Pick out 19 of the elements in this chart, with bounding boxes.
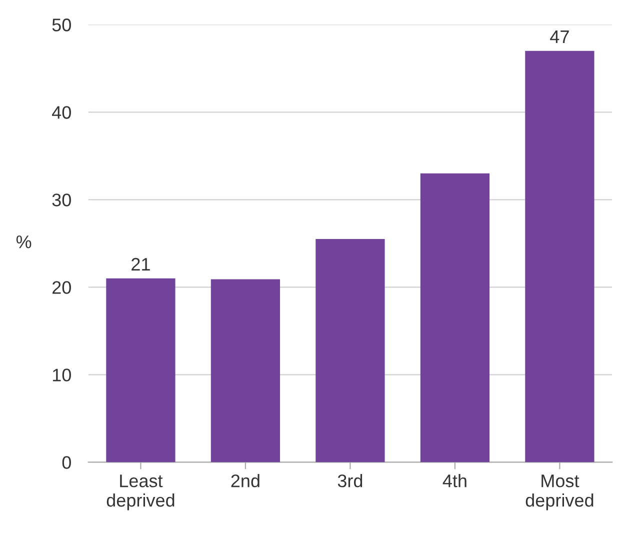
data-label: 47 (550, 30, 569, 43)
y-tick-label: 10 (52, 368, 71, 382)
y-tick-label: 0 (62, 456, 71, 469)
bar (316, 239, 385, 462)
x-tick-label: 4th (442, 474, 466, 488)
x-tick-label: 3rd (338, 474, 362, 488)
data-label: 21 (132, 258, 150, 271)
bar (525, 50, 594, 462)
x-tick-label: Most deprived (526, 474, 594, 510)
y-tick-label: 20 (52, 281, 71, 294)
y-tick-label: 40 (52, 106, 71, 119)
x-tick-label: Least deprived (106, 474, 174, 510)
bar (420, 173, 490, 462)
bar (106, 278, 176, 462)
y-tick-label: 50 (52, 18, 71, 32)
y-axis-title: % (16, 236, 32, 248)
x-tick-label: 2nd (231, 474, 260, 488)
bar (210, 279, 280, 462)
y-tick-label: 30 (52, 194, 71, 206)
